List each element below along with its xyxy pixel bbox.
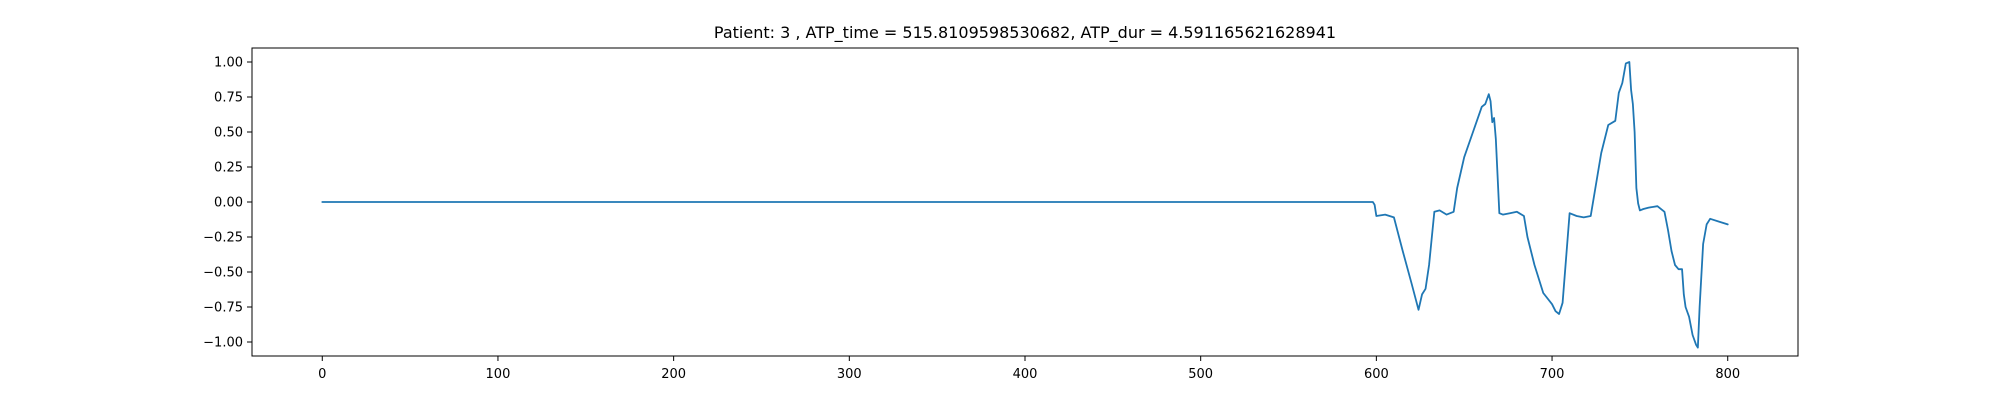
series-layer [321, 61, 1729, 349]
series-line-0 [321, 61, 1729, 349]
y-tick-label: 0.50 [214, 126, 243, 141]
y-tick-label: −0.75 [203, 301, 243, 316]
y-tick-label: −1.00 [203, 336, 243, 351]
x-tick-label: 300 [837, 367, 862, 382]
chart-title: Patient: 3 , ATP_time = 515.810959853068… [714, 23, 1336, 43]
x-tick-label: 200 [661, 367, 686, 382]
x-tick-label: 100 [486, 367, 511, 382]
y-tick-label: −0.25 [203, 231, 243, 246]
y-tick-label: 0.75 [214, 91, 243, 106]
x-tick-label: 500 [1188, 367, 1213, 382]
x-tick-label: 400 [1013, 367, 1038, 382]
y-tick-label: 1.00 [214, 56, 243, 71]
x-tick-label: 800 [1715, 367, 1740, 382]
y-tick-label: 0.25 [214, 161, 243, 176]
y-tick-label: 0.00 [214, 196, 243, 211]
plot-frame [251, 47, 1799, 357]
x-tick-label: 0 [318, 367, 326, 382]
x-tick-label: 600 [1364, 367, 1389, 382]
x-tick-label: 700 [1540, 367, 1565, 382]
ticks-layer: 0 100 200 300 400 500 600 700 800 1.00 0.75 0.50 0.2… [203, 56, 1740, 383]
y-tick-label: −0.50 [203, 266, 243, 281]
